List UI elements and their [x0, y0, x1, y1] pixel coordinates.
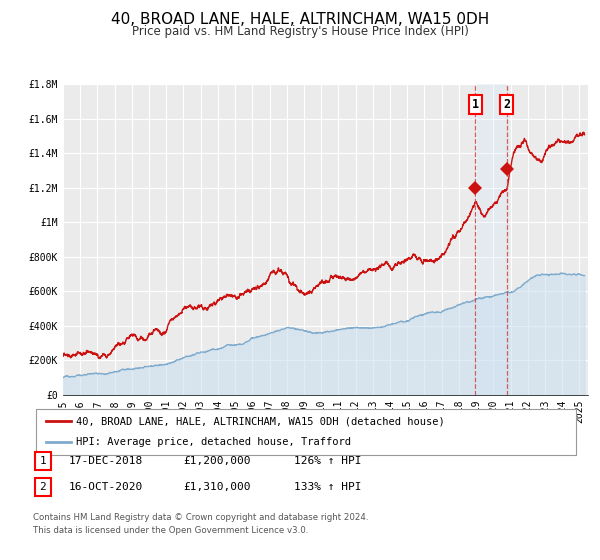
- Text: 2: 2: [503, 97, 511, 111]
- Text: 126% ↑ HPI: 126% ↑ HPI: [294, 456, 361, 466]
- Text: 40, BROAD LANE, HALE, ALTRINCHAM, WA15 0DH: 40, BROAD LANE, HALE, ALTRINCHAM, WA15 0…: [111, 12, 489, 27]
- Text: Price paid vs. HM Land Registry's House Price Index (HPI): Price paid vs. HM Land Registry's House …: [131, 25, 469, 38]
- Text: 1: 1: [472, 97, 479, 111]
- Text: This data is licensed under the Open Government Licence v3.0.: This data is licensed under the Open Gov…: [33, 526, 308, 535]
- Text: 1: 1: [40, 456, 46, 466]
- Text: 40, BROAD LANE, HALE, ALTRINCHAM, WA15 0DH (detached house): 40, BROAD LANE, HALE, ALTRINCHAM, WA15 0…: [77, 416, 445, 426]
- Text: Contains HM Land Registry data © Crown copyright and database right 2024.: Contains HM Land Registry data © Crown c…: [33, 513, 368, 522]
- Bar: [35, 452, 51, 470]
- Text: 133% ↑ HPI: 133% ↑ HPI: [294, 482, 361, 492]
- Text: 17-DEC-2018: 17-DEC-2018: [69, 456, 143, 466]
- Bar: [475, 84, 507, 395]
- Text: £1,200,000: £1,200,000: [183, 456, 251, 466]
- Text: £1,310,000: £1,310,000: [183, 482, 251, 492]
- Text: 16-OCT-2020: 16-OCT-2020: [69, 482, 143, 492]
- Bar: [35, 478, 51, 496]
- Text: HPI: Average price, detached house, Trafford: HPI: Average price, detached house, Traf…: [77, 437, 352, 447]
- Text: 2: 2: [40, 482, 46, 492]
